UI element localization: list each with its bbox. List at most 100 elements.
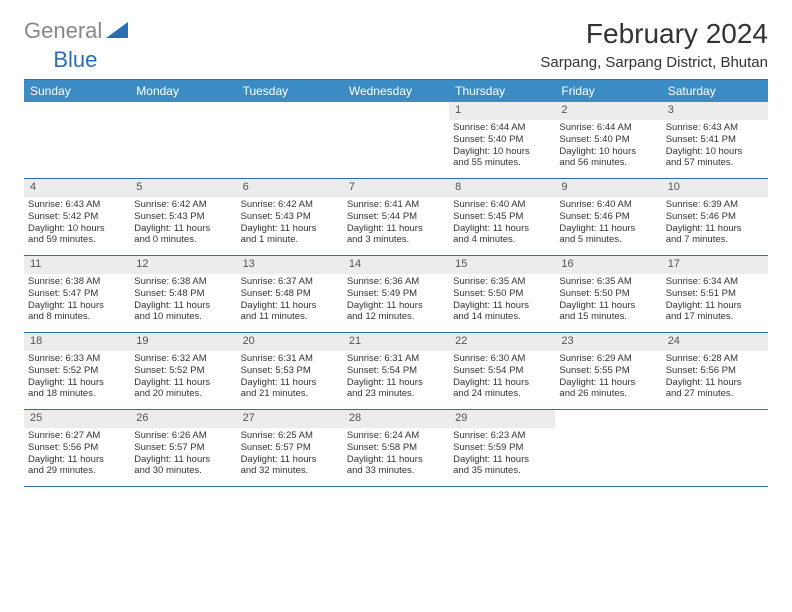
- day-number: 14: [343, 256, 449, 274]
- calendar-row: 18Sunrise: 6:33 AMSunset: 5:52 PMDayligh…: [24, 333, 768, 410]
- day-number: 15: [449, 256, 555, 274]
- sunset-text: Sunset: 5:44 PM: [347, 211, 445, 223]
- daylight-text: Daylight: 11 hours: [453, 223, 551, 235]
- daylight-text: Daylight: 11 hours: [347, 454, 445, 466]
- calendar-cell: [662, 410, 768, 486]
- calendar-cell: [130, 102, 236, 178]
- sunset-text: Sunset: 5:42 PM: [28, 211, 126, 223]
- daylight-text: Daylight: 11 hours: [453, 377, 551, 389]
- daylight-text: Daylight: 11 hours: [347, 223, 445, 235]
- day-number: 8: [449, 179, 555, 197]
- day-number: 2: [555, 102, 661, 120]
- sunset-text: Sunset: 5:46 PM: [666, 211, 764, 223]
- day-number: 20: [237, 333, 343, 351]
- daylight-text: and 21 minutes.: [241, 388, 339, 400]
- sunset-text: Sunset: 5:41 PM: [666, 134, 764, 146]
- calendar-cell: [555, 410, 661, 486]
- day-number: 27: [237, 410, 343, 428]
- daylight-text: Daylight: 11 hours: [559, 300, 657, 312]
- sunset-text: Sunset: 5:51 PM: [666, 288, 764, 300]
- daylight-text: and 10 minutes.: [134, 311, 232, 323]
- calendar-cell: 15Sunrise: 6:35 AMSunset: 5:50 PMDayligh…: [449, 256, 555, 332]
- calendar-cell: 6Sunrise: 6:42 AMSunset: 5:43 PMDaylight…: [237, 179, 343, 255]
- weekday-label: Wednesday: [343, 80, 449, 102]
- daylight-text: and 35 minutes.: [453, 465, 551, 477]
- sunset-text: Sunset: 5:50 PM: [559, 288, 657, 300]
- sunset-text: Sunset: 5:56 PM: [28, 442, 126, 454]
- daylight-text: and 7 minutes.: [666, 234, 764, 246]
- sunrise-text: Sunrise: 6:38 AM: [28, 276, 126, 288]
- sunrise-text: Sunrise: 6:44 AM: [559, 122, 657, 134]
- daylight-text: Daylight: 11 hours: [666, 223, 764, 235]
- sunrise-text: Sunrise: 6:41 AM: [347, 199, 445, 211]
- day-number: 5: [130, 179, 236, 197]
- weekday-header: Sunday Monday Tuesday Wednesday Thursday…: [24, 80, 768, 102]
- sunrise-text: Sunrise: 6:40 AM: [453, 199, 551, 211]
- day-number: 16: [555, 256, 661, 274]
- page-title: February 2024: [540, 18, 768, 50]
- day-number: 19: [130, 333, 236, 351]
- daylight-text: and 29 minutes.: [28, 465, 126, 477]
- logo-line2: GeBlue: [24, 47, 768, 73]
- daylight-text: and 4 minutes.: [453, 234, 551, 246]
- sunrise-text: Sunrise: 6:29 AM: [559, 353, 657, 365]
- daylight-text: Daylight: 11 hours: [347, 300, 445, 312]
- calendar-cell: 9Sunrise: 6:40 AMSunset: 5:46 PMDaylight…: [555, 179, 661, 255]
- sunrise-text: Sunrise: 6:40 AM: [559, 199, 657, 211]
- sunset-text: Sunset: 5:40 PM: [453, 134, 551, 146]
- day-number: 17: [662, 256, 768, 274]
- sunset-text: Sunset: 5:43 PM: [134, 211, 232, 223]
- daylight-text: and 30 minutes.: [134, 465, 232, 477]
- daylight-text: Daylight: 11 hours: [559, 223, 657, 235]
- daylight-text: and 32 minutes.: [241, 465, 339, 477]
- sunset-text: Sunset: 5:57 PM: [241, 442, 339, 454]
- daylight-text: Daylight: 10 hours: [453, 146, 551, 158]
- day-number: 21: [343, 333, 449, 351]
- calendar-cell: 11Sunrise: 6:38 AMSunset: 5:47 PMDayligh…: [24, 256, 130, 332]
- sunrise-text: Sunrise: 6:36 AM: [347, 276, 445, 288]
- sunrise-text: Sunrise: 6:39 AM: [666, 199, 764, 211]
- sunrise-text: Sunrise: 6:32 AM: [134, 353, 232, 365]
- daylight-text: and 56 minutes.: [559, 157, 657, 169]
- daylight-text: and 23 minutes.: [347, 388, 445, 400]
- daylight-text: and 20 minutes.: [134, 388, 232, 400]
- daylight-text: and 8 minutes.: [28, 311, 126, 323]
- logo-text-2: Blue: [53, 47, 97, 72]
- calendar-cell: 21Sunrise: 6:31 AMSunset: 5:54 PMDayligh…: [343, 333, 449, 409]
- daylight-text: Daylight: 11 hours: [241, 454, 339, 466]
- calendar-cell: 16Sunrise: 6:35 AMSunset: 5:50 PMDayligh…: [555, 256, 661, 332]
- daylight-text: and 15 minutes.: [559, 311, 657, 323]
- sunset-text: Sunset: 5:48 PM: [241, 288, 339, 300]
- day-number: 24: [662, 333, 768, 351]
- logo-triangle-icon: [106, 22, 128, 40]
- sunset-text: Sunset: 5:43 PM: [241, 211, 339, 223]
- calendar-cell: [24, 102, 130, 178]
- day-number: 12: [130, 256, 236, 274]
- day-number: 25: [24, 410, 130, 428]
- calendar-cell: 3Sunrise: 6:43 AMSunset: 5:41 PMDaylight…: [662, 102, 768, 178]
- daylight-text: and 24 minutes.: [453, 388, 551, 400]
- sunrise-text: Sunrise: 6:31 AM: [241, 353, 339, 365]
- daylight-text: and 12 minutes.: [347, 311, 445, 323]
- daylight-text: and 5 minutes.: [559, 234, 657, 246]
- day-number: 11: [24, 256, 130, 274]
- weekday-label: Tuesday: [237, 80, 343, 102]
- calendar-cell: [237, 102, 343, 178]
- day-number: 23: [555, 333, 661, 351]
- sunset-text: Sunset: 5:54 PM: [453, 365, 551, 377]
- day-number: 28: [343, 410, 449, 428]
- calendar-cell: 26Sunrise: 6:26 AMSunset: 5:57 PMDayligh…: [130, 410, 236, 486]
- daylight-text: and 0 minutes.: [134, 234, 232, 246]
- sunset-text: Sunset: 5:46 PM: [559, 211, 657, 223]
- sunrise-text: Sunrise: 6:34 AM: [666, 276, 764, 288]
- sunset-text: Sunset: 5:40 PM: [559, 134, 657, 146]
- sunrise-text: Sunrise: 6:42 AM: [241, 199, 339, 211]
- calendar-cell: 13Sunrise: 6:37 AMSunset: 5:48 PMDayligh…: [237, 256, 343, 332]
- sunrise-text: Sunrise: 6:43 AM: [28, 199, 126, 211]
- calendar-cell: 27Sunrise: 6:25 AMSunset: 5:57 PMDayligh…: [237, 410, 343, 486]
- sunrise-text: Sunrise: 6:30 AM: [453, 353, 551, 365]
- day-number: 7: [343, 179, 449, 197]
- calendar: Sunday Monday Tuesday Wednesday Thursday…: [24, 80, 768, 487]
- weekday-label: Saturday: [662, 80, 768, 102]
- calendar-row: 1Sunrise: 6:44 AMSunset: 5:40 PMDaylight…: [24, 102, 768, 179]
